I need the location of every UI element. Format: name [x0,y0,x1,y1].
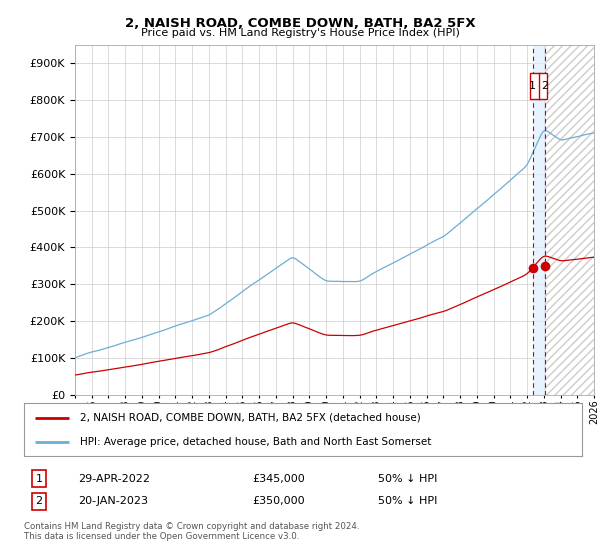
Text: £345,000: £345,000 [252,474,305,484]
Text: £350,000: £350,000 [252,496,305,506]
Text: 2: 2 [541,81,548,91]
Bar [533,45,545,395]
Text: 1: 1 [529,81,536,91]
Text: 29-APR-2022: 29-APR-2022 [78,474,150,484]
Text: 2, NAISH ROAD, COMBE DOWN, BATH, BA2 5FX (detached house): 2, NAISH ROAD, COMBE DOWN, BATH, BA2 5FX… [80,413,421,423]
Text: 2: 2 [35,496,43,506]
Text: 2, NAISH ROAD, COMBE DOWN, BATH, BA2 5FX: 2, NAISH ROAD, COMBE DOWN, BATH, BA2 5FX [125,17,475,30]
Text: HPI: Average price, detached house, Bath and North East Somerset: HPI: Average price, detached house, Bath… [80,437,431,447]
Text: Price paid vs. HM Land Registry's House Price Index (HPI): Price paid vs. HM Land Registry's House … [140,28,460,38]
Text: Contains HM Land Registry data © Crown copyright and database right 2024.
This d: Contains HM Land Registry data © Crown c… [24,522,359,542]
Text: 1: 1 [35,474,43,484]
Text: 20-JAN-2023: 20-JAN-2023 [78,496,148,506]
Text: 50% ↓ HPI: 50% ↓ HPI [378,496,437,506]
Text: 50% ↓ HPI: 50% ↓ HPI [378,474,437,484]
FancyBboxPatch shape [530,73,547,99]
